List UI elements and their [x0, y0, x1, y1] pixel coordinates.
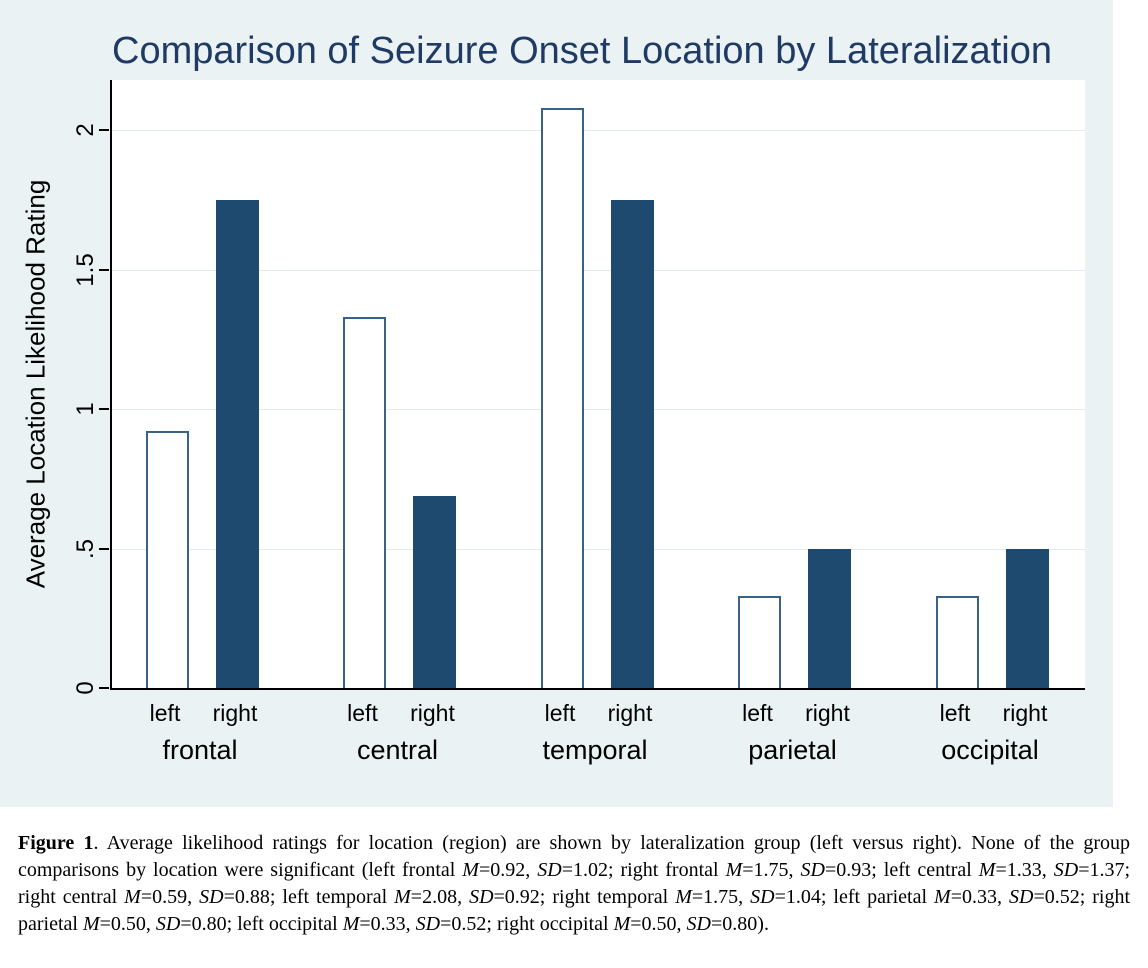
y-tick-mark-1 [99, 408, 109, 411]
x-label-left-central: left [347, 700, 378, 726]
bar-right-parietal [808, 549, 851, 688]
y-tick-label: 2 [72, 123, 99, 137]
y-tick-mark-.5 [99, 547, 109, 550]
x-category-label-temporal: temporal [542, 735, 648, 765]
gridline-y-1.5 [112, 269, 1085, 271]
bar-left-occipital [935, 596, 979, 688]
y-tick-mark-2 [99, 129, 109, 132]
x-label-right-central: right [410, 700, 455, 726]
x-category-label-central: central [356, 735, 439, 765]
bar-right-central [413, 496, 456, 688]
y-axis-title: Average Location Likelihood Rating [20, 179, 51, 589]
bar-left-central [343, 317, 386, 688]
x-label-left-temporal: left [544, 700, 576, 726]
plot-area [110, 80, 1085, 690]
x-category-label-frontal: frontal [162, 735, 238, 765]
y-tick-label: 1.5 [72, 252, 99, 287]
bar-left-temporal [540, 108, 584, 688]
x-category-label-occipital: occipital [941, 735, 1039, 765]
y-tick-label: 1 [72, 402, 99, 416]
x-label-right-temporal: right [607, 700, 653, 726]
gridline-y-2 [112, 130, 1085, 132]
y-tick-label: .5 [72, 538, 99, 559]
chart-title: Comparison of Seizure Onset Location by … [112, 30, 1052, 72]
y-tick-label: 0 [72, 681, 99, 695]
y-tick-mark-0 [99, 687, 109, 689]
x-label-left-occipital: left [939, 700, 971, 726]
x-label-left-frontal: left [149, 700, 181, 726]
bar-left-frontal [145, 431, 189, 688]
bar-left-parietal [738, 596, 781, 688]
bar-right-frontal [215, 200, 259, 688]
figure-caption: Figure 1. Average likelihood ratings for… [18, 832, 1131, 935]
x-label-right-frontal: right [212, 700, 258, 726]
bar-right-occipital [1005, 549, 1049, 688]
x-category-label-parietal: parietal [748, 735, 837, 765]
x-label-right-parietal: right [805, 700, 850, 726]
gridline-y-1 [112, 409, 1085, 411]
x-label-right-occipital: right [1002, 700, 1048, 726]
y-tick-mark-1.5 [99, 268, 109, 271]
chart-figure: Comparison of Seizure Onset Location by … [0, 0, 1113, 807]
bar-right-temporal [610, 200, 654, 688]
gridline-y-.5 [112, 548, 1085, 550]
x-label-left-parietal: left [742, 700, 773, 726]
